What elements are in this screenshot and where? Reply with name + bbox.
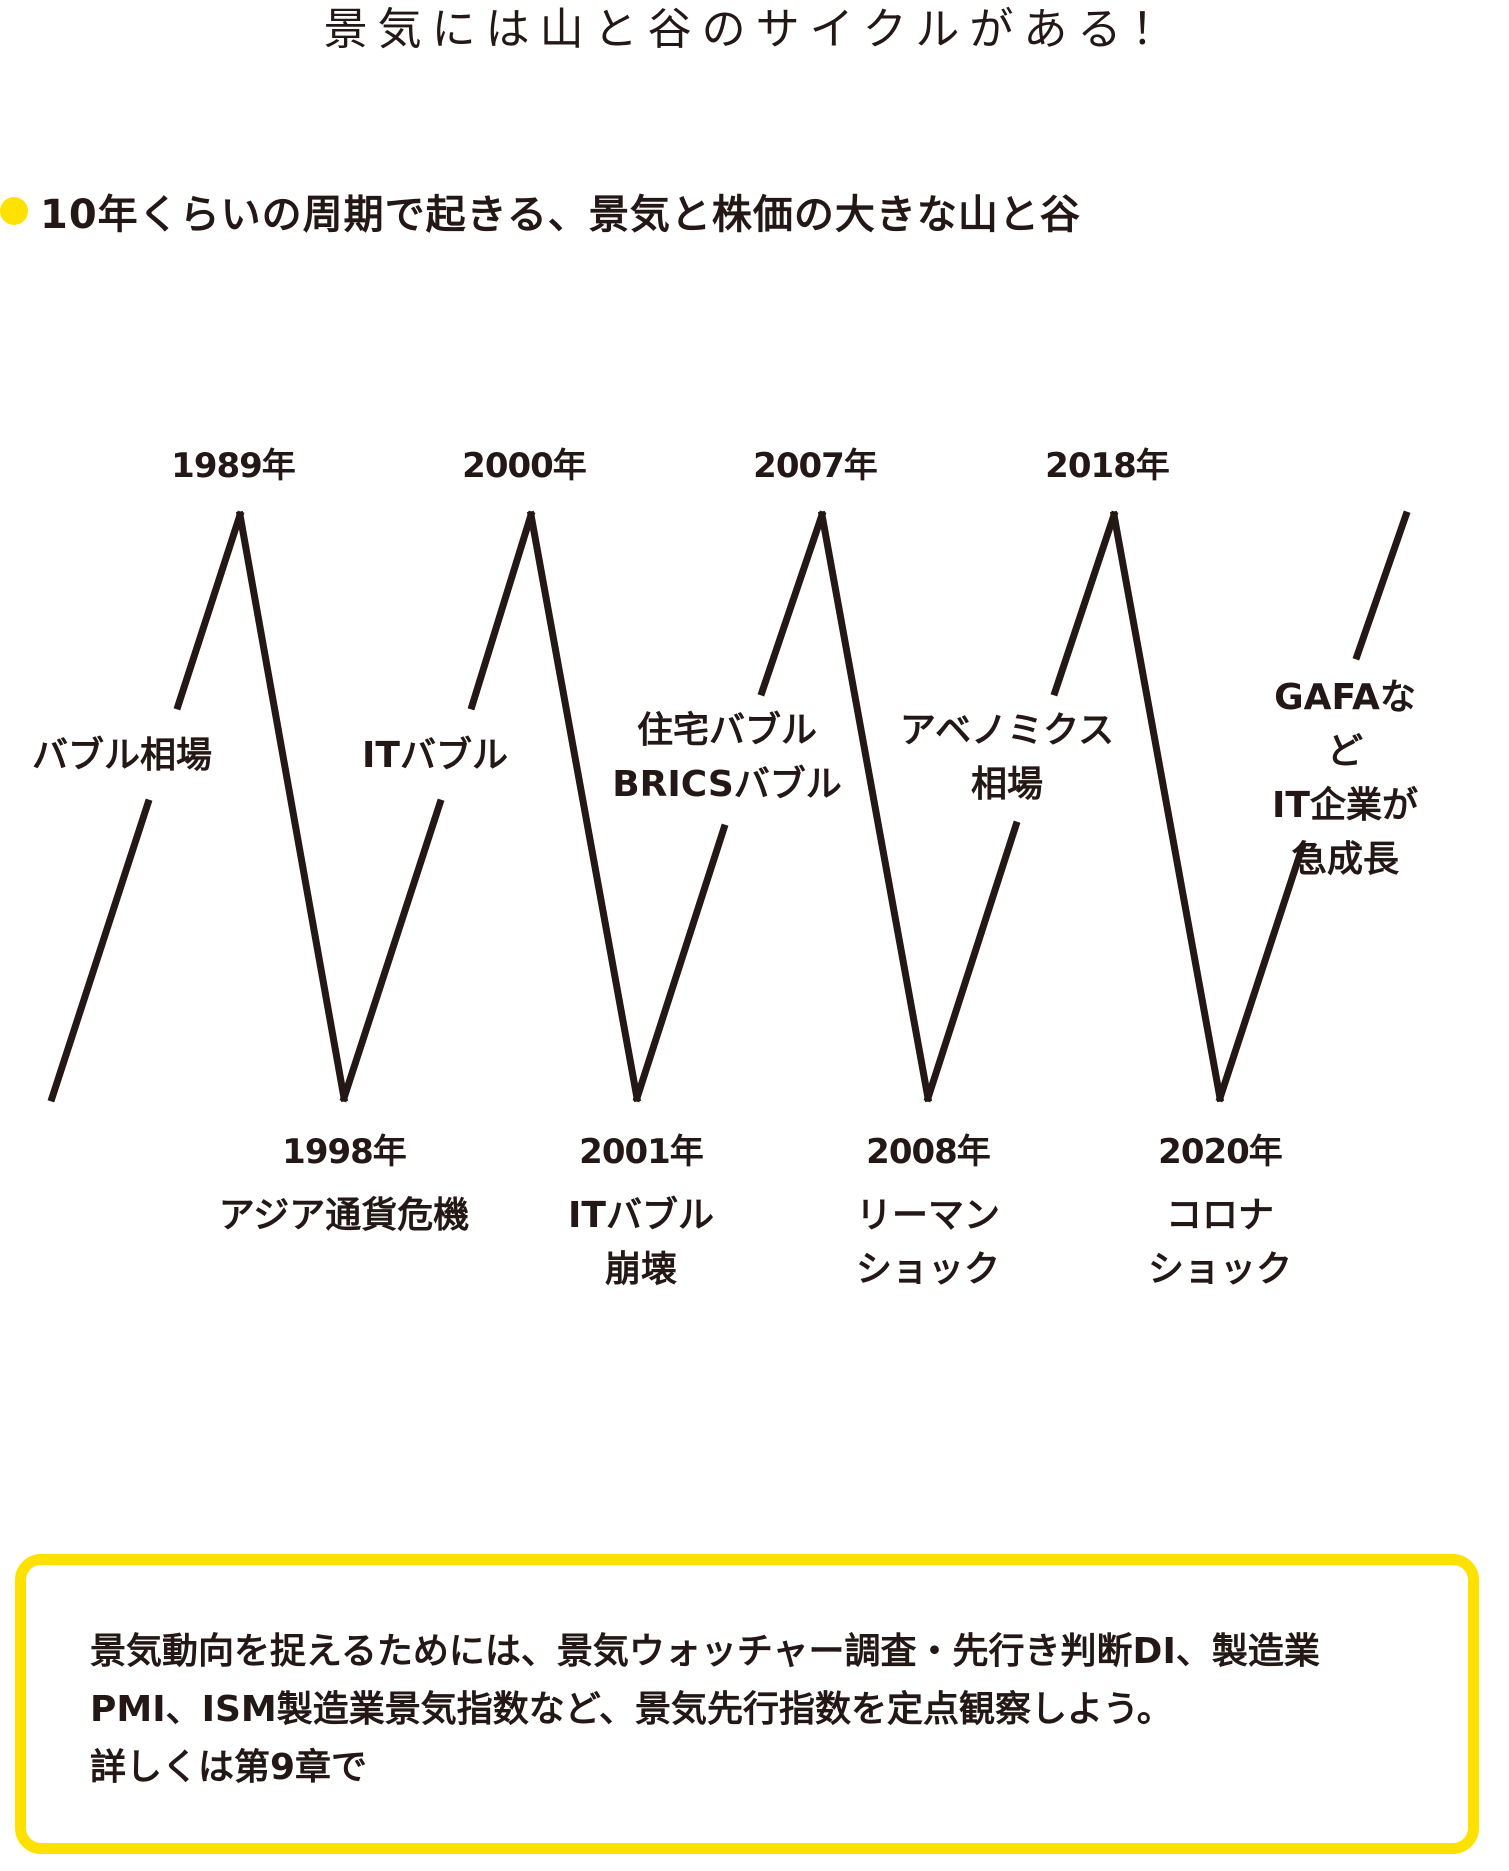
rise-2-upper [467,510,536,711]
trough-year-4: 2020年 [1158,1132,1283,1172]
cycle-diagram [47,510,1411,1103]
trough-event-4: コロナ ショック [1147,1195,1293,1290]
trough-event-2: ITバブル 崩壊 [568,1195,714,1290]
rise-label-5: GAFAなど IT企業が 急成長 [1272,677,1418,880]
trough-year-2: 2001年 [579,1132,704,1172]
rise-5-upper [1352,510,1411,661]
fall-3 [817,510,933,1103]
rise-1-upper [173,510,245,711]
peak-year-2: 2000年 [462,446,587,486]
trough-year-1: 1998年 [282,1132,407,1172]
subtitle-row: 10年くらいの周期で起きる、景気と株価の大きな山と谷 [0,186,1081,238]
note-text: 景気動向を捉えるためには、景気ウォッチャー調査・先行き判断DI、製造業 PMI、… [90,1631,1320,1788]
rise-label-3: 住宅バブル BRICSバブル [612,710,842,805]
rise-4-lower [923,820,1021,1103]
rise-4-upper [1050,510,1119,697]
peak-year-3: 2007年 [753,446,878,486]
rise-label-2: ITバブル [362,735,508,776]
rise-3-upper [757,510,827,697]
page-title: 景気には山と谷のサイクルがある！ [323,4,1186,55]
trough-year-3: 2008年 [866,1132,991,1172]
bullet-dot-icon [0,197,28,225]
fall-1 [235,510,349,1103]
fall-2 [526,510,642,1103]
rise-1-lower [47,798,153,1103]
rise-label-4: アベノミクス 相場 [899,710,1115,805]
rise-label-1: バブル相場 [31,735,213,776]
trough-event-3: リーマン ショック [855,1195,1001,1290]
peak-year-4: 2018年 [1045,446,1170,486]
note-box: 景気動向を捉えるためには、景気ウォッチャー調査・先行き判断DI、製造業 PMI、… [15,1554,1479,1854]
trough-event-1: アジア通貨危機 [218,1195,470,1236]
fall-4 [1109,510,1225,1103]
rise-2-lower [339,798,445,1103]
subtitle: 10年くらいの周期で起きる、景気と株価の大きな山と谷 [40,192,1081,238]
rise-3-lower [632,823,729,1103]
rise-5-lower [1215,843,1307,1103]
peak-year-1: 1989年 [171,446,296,486]
